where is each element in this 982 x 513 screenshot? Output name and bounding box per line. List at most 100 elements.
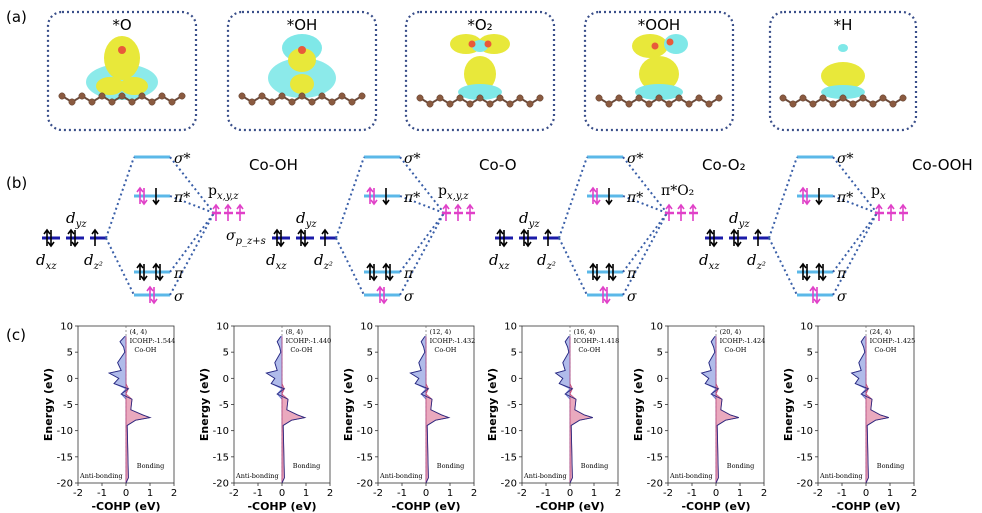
adsorbate-box-o: *O bbox=[46, 10, 198, 132]
y-tick-label: 0 bbox=[367, 374, 373, 385]
electron-arrow bbox=[589, 262, 597, 280]
electron-arrow bbox=[899, 203, 907, 221]
ligand-orbital-label: π*O₂ bbox=[661, 183, 694, 199]
d-yz-label: dyz bbox=[729, 209, 750, 230]
charge-density-image bbox=[415, 34, 545, 109]
antibonding-label: Anti-bonding bbox=[235, 472, 279, 480]
orbital-connector bbox=[622, 212, 668, 273]
icohp-annotation: ICOHP:-1.544 bbox=[130, 337, 176, 345]
electron-arrow bbox=[677, 203, 685, 221]
electron-arrow bbox=[689, 203, 697, 221]
x-tick-label: -2 bbox=[73, 488, 83, 499]
orbital-connector bbox=[622, 212, 668, 296]
x-tick-label: -1 bbox=[97, 488, 107, 499]
x-tick-label: -2 bbox=[373, 488, 383, 499]
x-tick-label: 1 bbox=[303, 488, 309, 499]
electron-arrow bbox=[277, 230, 285, 248]
electron-arrow bbox=[730, 228, 738, 246]
mo-diagram-title: Co-O₂ bbox=[702, 156, 746, 174]
x-tick-label: 2 bbox=[171, 488, 177, 499]
x-tick-label: 1 bbox=[737, 488, 743, 499]
x-tick-label: 0 bbox=[713, 488, 719, 499]
panel-label-c: (c) bbox=[6, 326, 26, 344]
x-tick-label: 2 bbox=[615, 488, 621, 499]
electron-arrow bbox=[156, 264, 164, 282]
electron-arrow bbox=[809, 285, 817, 303]
icohp-annotation: ICOHP:-1.418 bbox=[574, 337, 620, 345]
x-tick-label: 0 bbox=[567, 488, 573, 499]
electron-arrow bbox=[212, 203, 220, 221]
electron-arrow bbox=[815, 262, 823, 280]
x-tick-label: 1 bbox=[887, 488, 893, 499]
electron-arrow bbox=[813, 287, 821, 305]
pi-label: π bbox=[626, 266, 637, 282]
electron-arrow bbox=[887, 203, 895, 221]
y-tick-label: 5 bbox=[67, 348, 73, 359]
x-tick-label: -1 bbox=[541, 488, 551, 499]
electron-arrow bbox=[321, 228, 329, 246]
y-tick-label: -15 bbox=[647, 452, 663, 463]
bond-pair-label: Co-OH bbox=[290, 346, 312, 354]
y-tick-label: -10 bbox=[357, 426, 373, 437]
d-z2-label: dz² bbox=[84, 251, 103, 272]
d-z2-label: dz² bbox=[537, 251, 556, 272]
electron-arrow bbox=[799, 186, 807, 204]
pi-label: π bbox=[403, 266, 414, 282]
electron-arrow bbox=[366, 262, 374, 280]
electron-arrow bbox=[799, 262, 807, 280]
bond-pair-label: Co-OH bbox=[578, 346, 600, 354]
electron-arrow bbox=[710, 230, 718, 248]
x-axis-label: -COHP (eV) bbox=[247, 500, 316, 513]
electron-arrow bbox=[152, 262, 160, 280]
y-tick-label: 10 bbox=[504, 322, 517, 333]
antibonding-label: Anti-bonding bbox=[669, 472, 713, 480]
orbital-connector bbox=[832, 212, 878, 296]
x-axis-label: -COHP (eV) bbox=[391, 500, 460, 513]
y-tick-label: -20 bbox=[797, 479, 813, 490]
ligand-orbital-label: px,y,z bbox=[438, 183, 469, 202]
y-tick-label: -10 bbox=[647, 426, 663, 437]
electron-arrow bbox=[224, 203, 232, 221]
electron-arrow bbox=[370, 264, 378, 282]
y-tick-label: 0 bbox=[67, 374, 73, 385]
sigma-star-label: σ* bbox=[174, 151, 191, 167]
bonding-label: Bonding bbox=[137, 462, 164, 470]
panel-label-b: (b) bbox=[6, 174, 27, 192]
icohp-annotation: ICOHP:-1.432 bbox=[430, 337, 476, 345]
x-tick-label: 0 bbox=[423, 488, 429, 499]
pi-label: π bbox=[836, 266, 847, 282]
electron-arrow bbox=[150, 287, 158, 305]
electron-arrow bbox=[599, 285, 607, 303]
orbital-connector bbox=[558, 237, 588, 296]
cohp-curve bbox=[107, 336, 152, 484]
electron-arrow bbox=[301, 230, 309, 248]
electron-arrow bbox=[442, 203, 450, 221]
bond-pair-label: Co-OH bbox=[874, 346, 896, 354]
sigma-label: σ bbox=[404, 289, 414, 305]
cohp-curve bbox=[850, 336, 889, 484]
electron-arrow bbox=[67, 228, 75, 246]
mo-diagram-title: Co-OOH bbox=[912, 156, 973, 174]
y-tick-label: -5 bbox=[219, 400, 229, 411]
bonding-label: Bonding bbox=[581, 462, 608, 470]
y-axis-label: Energy (eV) bbox=[782, 368, 795, 441]
y-tick-label: -20 bbox=[213, 479, 229, 490]
d-z2-label: dz² bbox=[747, 251, 766, 272]
bonding-label: Bonding bbox=[293, 462, 320, 470]
adsorbate-box-ooh: *OOH bbox=[583, 10, 735, 132]
cohp-curve bbox=[554, 336, 593, 484]
electron-arrow bbox=[152, 188, 160, 206]
y-axis-label: Energy (eV) bbox=[198, 368, 211, 441]
bonding-label: Bonding bbox=[877, 462, 904, 470]
adsorbate-label: *OOH bbox=[638, 16, 680, 34]
y-tick-label: -10 bbox=[501, 426, 517, 437]
orbital-connector bbox=[169, 212, 215, 296]
electron-arrow bbox=[875, 203, 883, 221]
mo-diagram-title: Co-OH bbox=[249, 156, 298, 174]
